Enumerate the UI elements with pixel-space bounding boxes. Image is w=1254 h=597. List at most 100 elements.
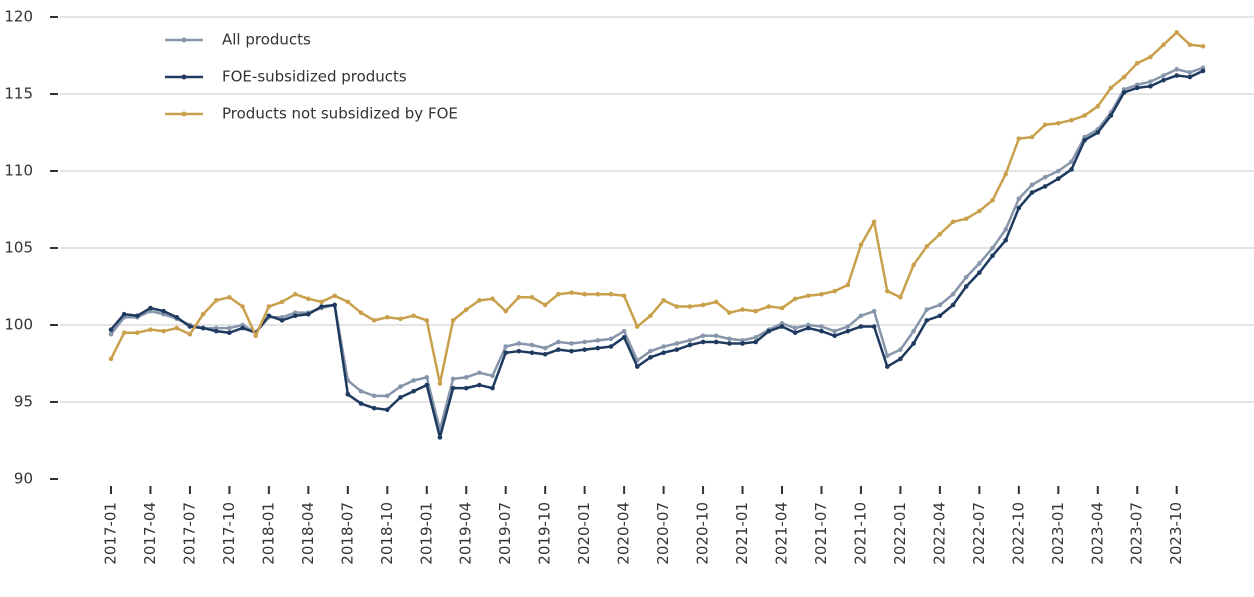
data-point (187, 331, 193, 337)
data-point (1042, 184, 1048, 189)
x-tick-label: 2022-01 (891, 502, 909, 565)
data-point (674, 347, 680, 352)
data-point (766, 328, 772, 334)
x-tick-label: 2020-10 (694, 502, 712, 565)
data-point (319, 304, 324, 309)
data-point (569, 341, 574, 346)
x-tick-label: 2022-10 (1009, 502, 1027, 565)
data-point (450, 385, 456, 391)
data-point (1029, 134, 1035, 140)
data-point (292, 291, 298, 297)
data-point (595, 291, 601, 297)
data-point (1003, 171, 1008, 177)
x-tick-label: 2021-04 (773, 502, 791, 565)
data-point (319, 299, 324, 305)
x-tick-label: 2022-04 (930, 502, 948, 565)
x-tick-label: 2018-07 (338, 502, 356, 565)
data-point (1016, 196, 1022, 202)
data-point (161, 328, 166, 334)
data-point (556, 347, 561, 352)
data-point (450, 318, 456, 323)
data-point (437, 435, 443, 440)
x-tick-label: 2023-04 (1088, 502, 1106, 565)
data-point (384, 407, 390, 413)
data-point (200, 325, 206, 331)
data-point (924, 318, 930, 323)
data-point (529, 294, 535, 300)
data-point (766, 304, 772, 309)
data-point (306, 296, 311, 302)
data-point (1108, 85, 1114, 91)
data-point (477, 298, 482, 303)
data-point (1056, 120, 1061, 126)
series-line (110, 69, 1204, 439)
data-point (1121, 74, 1127, 80)
data-point (648, 355, 653, 360)
data-point (463, 375, 469, 380)
data-point (1174, 30, 1180, 35)
data-point (950, 302, 956, 308)
x-tick-label: 2023-01 (1049, 502, 1067, 565)
data-point (595, 345, 601, 351)
data-point (411, 313, 416, 319)
data-point (187, 324, 193, 329)
data-point (753, 335, 758, 340)
data-point (582, 347, 587, 352)
data-point (266, 304, 272, 309)
x-tick-label: 2020-07 (654, 502, 672, 565)
data-point (411, 378, 416, 383)
data-point (174, 315, 180, 320)
data-point (503, 344, 509, 349)
data-point (858, 324, 864, 329)
data-point (569, 348, 574, 354)
data-point (740, 341, 745, 346)
data-point (529, 350, 535, 356)
data-point (884, 353, 890, 359)
data-point (1095, 130, 1101, 135)
data-point (1161, 73, 1166, 78)
data-point (871, 219, 877, 225)
data-point (806, 293, 811, 299)
data-point (621, 328, 627, 334)
data-point (1095, 104, 1101, 109)
data-point (1200, 43, 1206, 49)
legend: All products FOE-subsidized products Produ… (165, 31, 458, 123)
data-point (977, 261, 982, 266)
data-point (213, 298, 219, 303)
data-point (727, 310, 732, 315)
data-point (792, 325, 798, 331)
x-tick-label: 2021-01 (733, 502, 751, 565)
data-point (1056, 176, 1061, 181)
data-point (1016, 205, 1022, 211)
data-point (542, 351, 548, 357)
data-point (727, 341, 732, 346)
data-point (358, 388, 364, 394)
x-tick-label: 2018-01 (259, 502, 277, 565)
data-point (740, 307, 745, 312)
data-point (332, 293, 337, 299)
y-tick-label: 95 (14, 393, 33, 411)
data-point (963, 284, 969, 289)
legend-marker (181, 111, 187, 117)
data-point (990, 245, 995, 251)
x-tick-label: 2023-07 (1128, 502, 1146, 565)
data-point (240, 304, 245, 309)
x-tick-label: 2021-07 (812, 502, 830, 565)
data-point (556, 291, 561, 297)
data-point (990, 197, 995, 203)
data-point (858, 242, 864, 248)
data-point (516, 348, 522, 354)
data-point (358, 310, 364, 315)
x-tick-label: 2021-10 (851, 502, 869, 565)
data-point (977, 270, 982, 275)
data-point (621, 293, 627, 299)
data-point (661, 344, 666, 349)
data-point (1056, 168, 1061, 174)
data-point (779, 305, 785, 311)
data-point (727, 336, 732, 342)
axes: 90 95 100 105 110 115 120 2017-01 2017-04 2017-07… (4, 8, 1185, 565)
data-point (911, 262, 916, 268)
data-point (161, 308, 166, 314)
data-point (648, 313, 653, 319)
data-point (174, 325, 180, 331)
